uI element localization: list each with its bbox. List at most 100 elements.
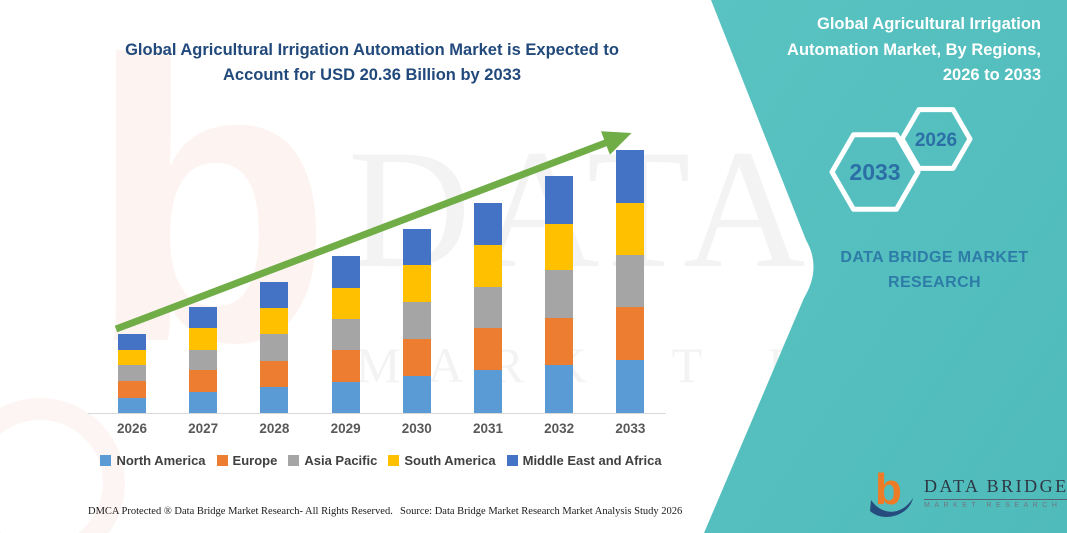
segment-north-america-2030 bbox=[402, 376, 431, 413]
chart-legend: North America Europe Asia Pacific South Ame… bbox=[85, 453, 677, 468]
segment-middle-east-and-africa-2028 bbox=[260, 281, 289, 309]
x-tick-2033: 2033 bbox=[615, 421, 646, 436]
side-panel-title-line2: Automation Market, By Regions, bbox=[787, 40, 1041, 59]
segment-europe-2028 bbox=[260, 360, 289, 388]
segment-south-america-2030 bbox=[402, 265, 431, 303]
legend-label-asia-pacific: Asia Pacific bbox=[304, 453, 378, 468]
logo-emblem-icon: b bbox=[870, 467, 913, 517]
x-axis-line bbox=[88, 413, 666, 414]
segment-asia-pacific-2027 bbox=[189, 349, 218, 371]
brand-text-line1: DATA BRIDGE MARKET bbox=[840, 249, 1029, 266]
legend-item-middle-east-and-africa: Middle East and Africa bbox=[506, 453, 662, 468]
segment-europe-2027 bbox=[189, 370, 218, 393]
segment-asia-pacific-2031 bbox=[474, 286, 502, 329]
legend-item-asia-pacific: Asia Pacific bbox=[288, 453, 377, 468]
x-tick-2028: 2028 bbox=[259, 421, 290, 436]
segment-middle-east-and-africa-2029 bbox=[331, 256, 360, 288]
segment-asia-pacific-2032 bbox=[545, 270, 574, 319]
year-hexagons: 2033 2026 bbox=[829, 107, 973, 212]
company-logo: b DATA BRIDGE MARKET RESEARCH bbox=[869, 467, 1067, 517]
segment-middle-east-and-africa-2026 bbox=[118, 334, 146, 350]
segment-north-america-2026 bbox=[118, 397, 146, 413]
side-panel-title-line1: Global Agricultural Irrigation bbox=[817, 15, 1041, 33]
legend-label-south-america: South America bbox=[404, 453, 496, 468]
legend-item-south-america: South America bbox=[388, 453, 496, 468]
legend-label-europe: Europe bbox=[232, 453, 278, 468]
segment-asia-pacific-2029 bbox=[331, 318, 360, 351]
segment-south-america-2026 bbox=[118, 349, 146, 366]
segment-asia-pacific-2028 bbox=[260, 334, 289, 361]
stacked-bar-2031 bbox=[474, 203, 502, 413]
segment-middle-east-and-africa-2032 bbox=[545, 176, 574, 224]
stacked-bar-2027 bbox=[189, 307, 218, 413]
segment-north-america-2029 bbox=[331, 381, 360, 413]
x-tick-2031: 2031 bbox=[472, 421, 504, 436]
stacked-bar-2029 bbox=[331, 256, 360, 413]
logo-swoosh bbox=[870, 498, 913, 517]
stacked-bar-2032 bbox=[545, 176, 574, 413]
segment-south-america-2032 bbox=[545, 224, 574, 271]
segment-south-america-2033 bbox=[616, 202, 645, 255]
segment-europe-2026 bbox=[118, 381, 146, 398]
stacked-bar-2028 bbox=[260, 281, 289, 413]
segment-middle-east-and-africa-2030 bbox=[402, 228, 431, 266]
legend-item-europe: Europe bbox=[216, 453, 278, 468]
x-tick-2030: 2030 bbox=[401, 421, 432, 436]
segment-asia-pacific-2033 bbox=[616, 254, 645, 308]
segment-middle-east-and-africa-2033 bbox=[616, 150, 645, 203]
segment-north-america-2027 bbox=[189, 392, 218, 413]
footer-dmca-text: DMCA Protected ® Data Bridge Market Rese… bbox=[88, 506, 393, 517]
logo-monogram: b bbox=[875, 467, 902, 514]
legend-item-north-america: North America bbox=[100, 453, 206, 468]
hexagon-2033-shape bbox=[829, 132, 921, 212]
segment-north-america-2032 bbox=[545, 365, 574, 413]
legend-swatch-asia-pacific bbox=[288, 455, 300, 466]
segment-europe-2033 bbox=[616, 307, 645, 361]
hexagon-2026-label: 2026 bbox=[915, 130, 957, 151]
segment-europe-2029 bbox=[331, 350, 360, 382]
x-tick-2029: 2029 bbox=[330, 421, 361, 436]
segment-south-america-2029 bbox=[331, 287, 360, 319]
segment-middle-east-and-africa-2031 bbox=[474, 203, 502, 246]
legend-label-middle-east-and-africa: Middle East and Africa bbox=[522, 453, 662, 468]
side-panel-title-line3: 2026 to 2033 bbox=[942, 66, 1041, 84]
segment-south-america-2027 bbox=[189, 328, 218, 350]
segment-south-america-2028 bbox=[260, 308, 289, 335]
segment-europe-2031 bbox=[474, 328, 502, 371]
chart-title-line2: Account for USD 20.36 Billion by 2033 bbox=[223, 66, 521, 84]
stacked-bar-2030 bbox=[402, 228, 431, 413]
legend-swatch-north-america bbox=[100, 455, 112, 466]
chart-title: Global Agricultural Irrigation Automatio… bbox=[92, 38, 652, 88]
legend-swatch-middle-east-and-africa bbox=[506, 455, 518, 466]
stacked-bar-2026 bbox=[118, 334, 146, 413]
segment-north-america-2033 bbox=[616, 360, 645, 413]
x-tick-2032: 2032 bbox=[544, 421, 575, 436]
segment-europe-2032 bbox=[545, 318, 574, 366]
chart-title-line1: Global Agricultural Irrigation Automatio… bbox=[125, 41, 619, 59]
side-panel-title: Global Agricultural Irrigation Automatio… bbox=[721, 12, 1041, 89]
side-panel-brand-text: DATA BRIDGE MARKET RESEARCH bbox=[822, 245, 1047, 295]
brand-text-line2: RESEARCH bbox=[888, 274, 981, 291]
legend-label-north-america: North America bbox=[116, 453, 206, 468]
segment-asia-pacific-2030 bbox=[402, 302, 431, 340]
logo-subtitle: MARKET RESEARCH bbox=[924, 498, 1067, 509]
segment-asia-pacific-2026 bbox=[118, 365, 146, 382]
x-tick-2026: 2026 bbox=[116, 421, 148, 436]
segment-north-america-2028 bbox=[260, 387, 289, 413]
segment-south-america-2031 bbox=[474, 245, 502, 287]
segment-europe-2030 bbox=[402, 339, 431, 377]
hexagon-2026-shape bbox=[899, 107, 973, 171]
hexagon-2033-label: 2033 bbox=[849, 159, 900, 185]
legend-swatch-europe bbox=[216, 455, 228, 466]
segment-middle-east-and-africa-2027 bbox=[189, 307, 218, 329]
logo-name: DATA BRIDGE bbox=[924, 475, 1067, 496]
x-tick-2027: 2027 bbox=[188, 421, 219, 436]
stacked-bar-2033 bbox=[616, 150, 645, 413]
footer-source-text: Source: Data Bridge Market Research Mark… bbox=[400, 506, 683, 517]
segment-north-america-2031 bbox=[474, 370, 502, 413]
legend-swatch-south-america bbox=[388, 455, 400, 466]
